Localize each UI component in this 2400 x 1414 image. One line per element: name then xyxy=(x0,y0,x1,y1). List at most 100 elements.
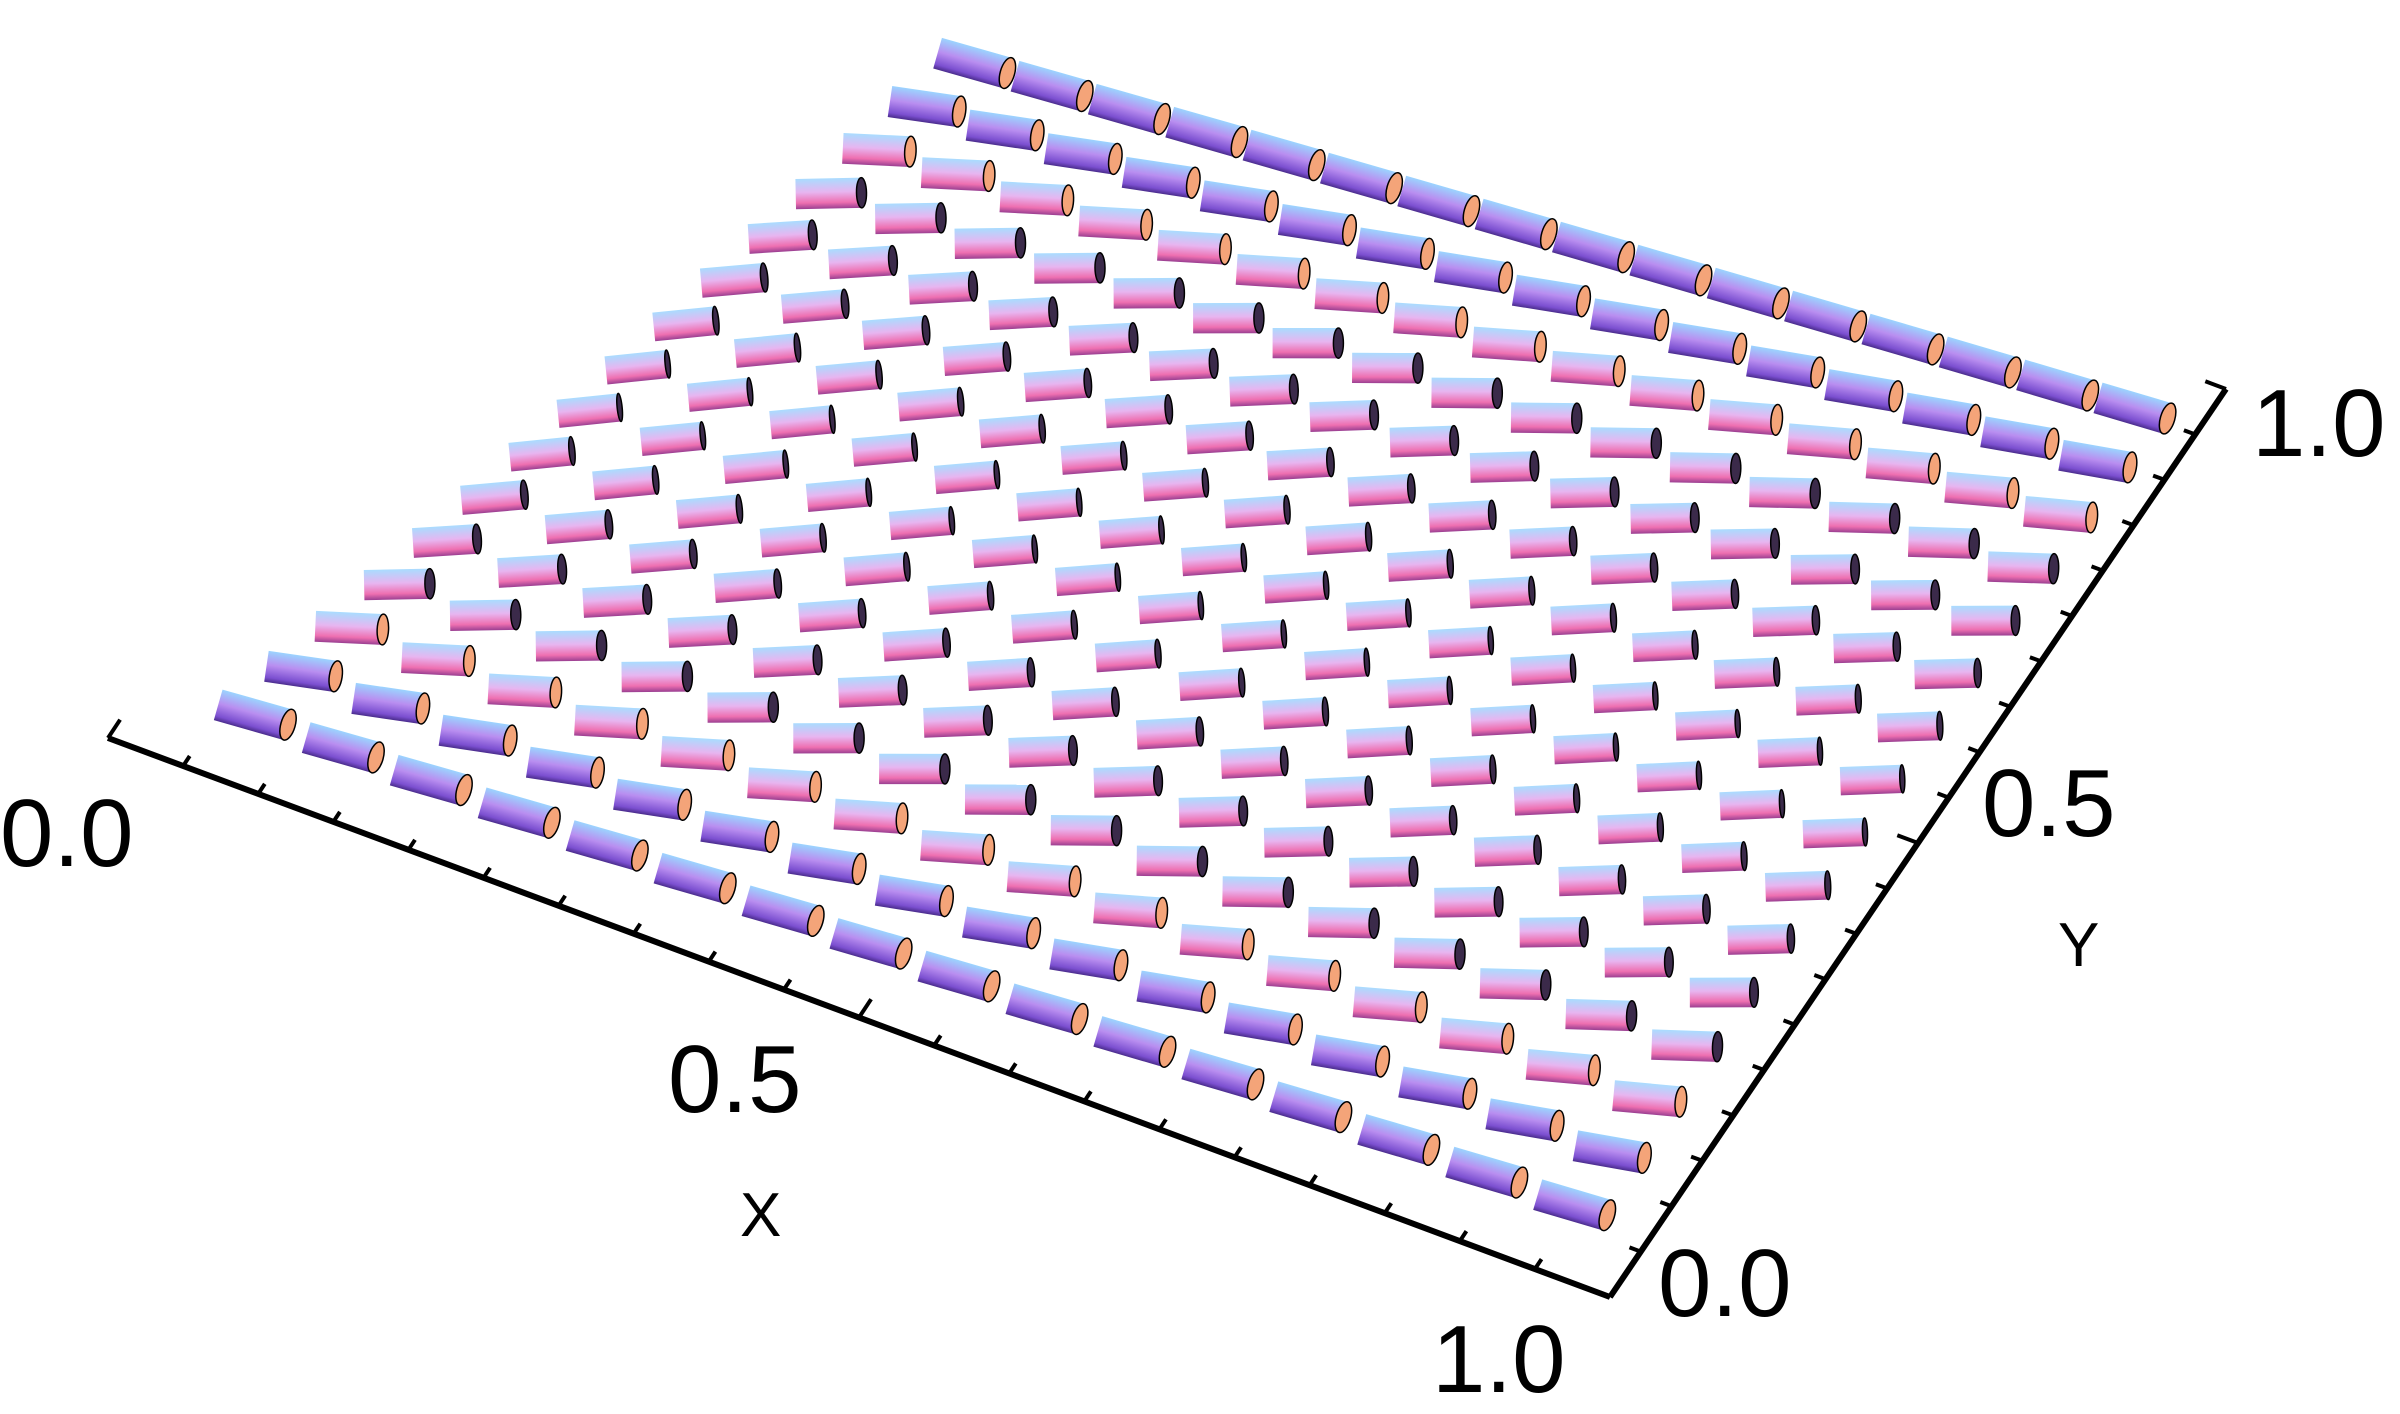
director-cylinder xyxy=(1355,227,1435,271)
director-cylinder xyxy=(438,714,518,757)
director-cylinder xyxy=(1833,631,1902,664)
director-cylinder xyxy=(1902,392,1982,437)
x-axis-tick xyxy=(1082,1090,1093,1103)
director-cylinder xyxy=(1469,450,1540,483)
director-cylinder xyxy=(1839,764,1906,796)
director-cylinder xyxy=(747,767,823,804)
director-cylinder xyxy=(1553,732,1620,765)
director-cylinder xyxy=(1510,653,1577,686)
director-cylinder xyxy=(1178,667,1246,701)
director-cylinder xyxy=(1795,683,1862,716)
director-cylinder xyxy=(675,493,744,529)
axes-frame xyxy=(106,379,2229,1300)
director-cylinder xyxy=(1098,515,1165,549)
director-cylinder xyxy=(1651,1029,1724,1063)
director-cylinder xyxy=(525,746,606,789)
director-cylinder xyxy=(1006,861,1082,898)
x-axis-tick xyxy=(406,838,417,851)
y-axis-tick xyxy=(2060,609,2073,618)
director-cylinder xyxy=(1474,198,1558,251)
director-cylinder xyxy=(1010,60,1094,113)
y-axis-tick xyxy=(2183,428,2196,437)
x-axis-tick xyxy=(782,978,793,991)
director-cylinder xyxy=(1060,440,1128,475)
x-axis-tick xyxy=(1007,1062,1018,1075)
director-cylinder xyxy=(592,464,660,501)
director-cylinder xyxy=(1352,352,1424,384)
y-axis-tick xyxy=(1690,1154,1704,1163)
director-cylinder xyxy=(978,413,1047,449)
director-cylinder xyxy=(629,538,698,574)
director-cylinder xyxy=(1347,473,1416,507)
director-cylinder xyxy=(920,157,996,193)
director-cylinder xyxy=(747,219,818,254)
director-cylinder xyxy=(1178,795,1249,828)
director-cylinder xyxy=(752,644,823,678)
director-cylinder xyxy=(652,305,720,342)
director-cylinder xyxy=(882,627,952,662)
director-cylinder xyxy=(1434,886,1504,918)
x-tick-label-2: 1.0 xyxy=(1432,1306,1565,1413)
director-cylinder xyxy=(942,341,1012,377)
director-cylinder xyxy=(1222,876,1295,909)
y-axis-tick xyxy=(1588,1287,1611,1299)
y-axis-tick xyxy=(2204,379,2227,391)
director-cylinder xyxy=(1308,906,1380,940)
director-cylinder xyxy=(1550,476,1620,509)
director-cylinder xyxy=(920,829,996,867)
x-axis-tick xyxy=(1533,1257,1544,1271)
x-axis-tick xyxy=(1307,1174,1318,1187)
director-cylinder xyxy=(1148,347,1219,382)
director-cylinder xyxy=(1433,251,1514,294)
director-cylinder xyxy=(1049,938,1129,982)
director-cylinder xyxy=(621,660,694,693)
director-cylinder xyxy=(1180,542,1248,577)
director-cylinder xyxy=(1272,327,1345,359)
director-cylinder xyxy=(699,262,769,298)
director-cylinder xyxy=(861,314,931,350)
director-cylinder xyxy=(1345,598,1412,632)
director-cylinder xyxy=(793,722,865,754)
director-cylinder xyxy=(1304,647,1371,681)
director-cylinder xyxy=(1473,834,1542,867)
director-cylinder xyxy=(639,420,707,456)
director-cylinder xyxy=(1786,423,1863,461)
director-cylinder xyxy=(1630,502,1700,534)
director-cylinder xyxy=(842,133,917,168)
director-cylinder xyxy=(1629,244,1713,297)
director-cylinder xyxy=(1689,976,1760,1009)
director-cylinder xyxy=(1485,1098,1565,1142)
y-axis-tick xyxy=(1875,882,1888,891)
director-cylinder xyxy=(759,522,827,558)
x-axis-tick xyxy=(181,754,192,768)
director-cylinder xyxy=(1828,501,1901,535)
director-cylinder xyxy=(1121,156,1201,199)
director-cylinder xyxy=(1636,760,1703,793)
director-cylinder xyxy=(351,682,431,725)
director-cylinder xyxy=(1870,579,1941,611)
director-cylinder xyxy=(707,691,780,724)
director-cylinder xyxy=(2016,359,2100,412)
director-cylinder xyxy=(1802,817,1869,849)
director-cylinder xyxy=(556,392,624,428)
director-cylinder xyxy=(1951,604,2021,637)
director-cylinder xyxy=(1439,1017,1515,1055)
director-cylinder xyxy=(888,505,956,541)
director-cylinder xyxy=(1242,129,1326,182)
director-cylinder xyxy=(1305,521,1373,556)
director-cylinder xyxy=(780,288,850,324)
director-cylinder xyxy=(544,509,614,545)
director-cylinder xyxy=(653,852,737,905)
director-cylinder xyxy=(1428,499,1497,533)
director-cylinder xyxy=(314,610,390,646)
director-cylinder xyxy=(962,906,1042,950)
director-cylinder xyxy=(1479,968,1552,1001)
director-cylinder xyxy=(1050,814,1123,847)
director-cylinder xyxy=(1304,775,1374,809)
director-cylinder xyxy=(1719,788,1786,821)
director-cylinder xyxy=(1269,1081,1353,1134)
director-cylinder xyxy=(1757,736,1824,768)
director-cylinder xyxy=(769,404,836,440)
director-cylinder xyxy=(1389,424,1460,458)
director-cylinder xyxy=(1597,812,1665,845)
